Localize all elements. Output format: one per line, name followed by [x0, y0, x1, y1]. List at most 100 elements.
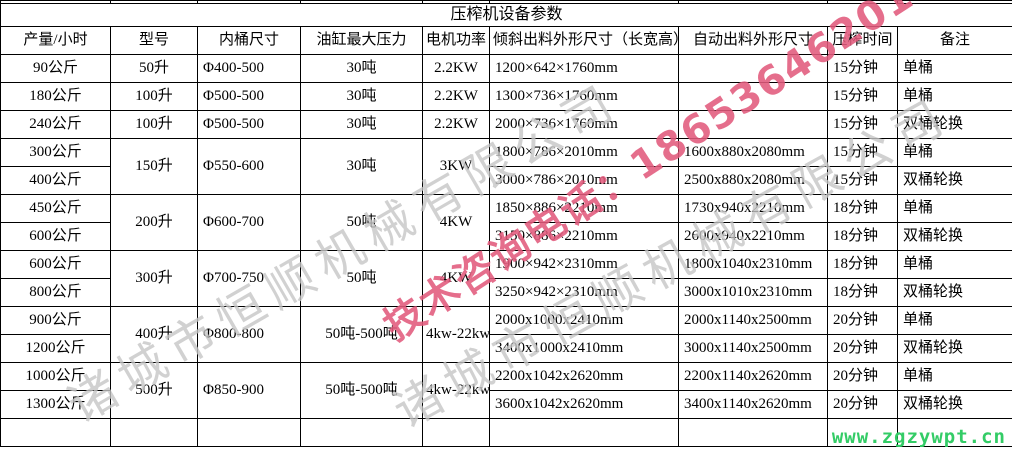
table-row	[0, 418, 1012, 447]
cell-capacity: 600公斤	[0, 222, 111, 251]
cell-capacity: 450公斤	[0, 194, 111, 223]
cell-power: 2.2KW	[422, 110, 490, 139]
cell-pressure: 30吨	[300, 82, 423, 111]
cell-note: 双桶轮换	[897, 222, 1012, 251]
cell-note: 双桶轮换	[897, 390, 1012, 419]
cell-model: 150升	[110, 138, 198, 195]
cell-pressure: 50吨-500吨	[300, 362, 423, 419]
cell-model: 200升	[110, 194, 198, 251]
table-title: 压榨机设备参数	[0, 3, 1012, 27]
cell-auto-size	[678, 418, 828, 447]
cell-time: 15分钟	[827, 82, 898, 111]
column-header: 倾斜出料外形尺寸（长宽高）	[489, 26, 679, 55]
cell-tilt-size: 2000×736×1760mm	[489, 110, 679, 139]
cell-barrel: Φ800-800	[197, 306, 301, 363]
cell-barrel	[197, 418, 301, 447]
cell-auto-size	[678, 110, 828, 139]
cell-tilt-size: 1800×786×2010mm	[489, 138, 679, 167]
cell-time: 15分钟	[827, 110, 898, 139]
cell-power: 4kw-22kw	[422, 362, 490, 419]
cell-auto-size	[678, 82, 828, 111]
cell-note: 双桶轮换	[897, 334, 1012, 363]
cell-time: 20分钟	[827, 390, 898, 419]
cell-auto-size: 2200x1140x2620mm	[678, 362, 828, 391]
cell-time: 18分钟	[827, 250, 898, 279]
table-row: 300公斤 150升 Φ550-600 30吨 3KW 1800×786×2010mm 16…	[0, 138, 1012, 195]
cell-tilt-size: 3250×942×2310mm	[489, 278, 679, 307]
cell-auto-size: 2500x880x2080mm	[678, 166, 828, 195]
cell-pressure: 30吨	[300, 54, 423, 83]
cell-power: 2.2KW	[422, 82, 490, 111]
cell-model	[110, 418, 198, 447]
cell-note: 单桶	[897, 54, 1012, 83]
cell-tilt-size	[489, 418, 679, 447]
cell-power: 4KW	[422, 250, 490, 307]
cell-barrel: Φ600-700	[197, 194, 301, 251]
table-row: 240公斤 100升 Φ500-500 30吨 2.2KW 2000×736×1760mm…	[0, 110, 1012, 139]
column-header: 压榨时间	[827, 26, 898, 55]
cell-time: 18分钟	[827, 278, 898, 307]
cell-capacity: 300公斤	[0, 138, 111, 167]
cell-pressure: 50吨	[300, 250, 423, 307]
cell-time: 15分钟	[827, 138, 898, 167]
cell-barrel: Φ500-500	[197, 82, 301, 111]
cell-capacity: 600公斤	[0, 250, 111, 279]
cell-time: 20分钟	[827, 306, 898, 335]
cell-barrel: Φ400-500	[197, 54, 301, 83]
cell-capacity: 240公斤	[0, 110, 111, 139]
table-row: 400公斤 3000×786×2010mm 2500x880x2080mm 15分钟双…	[0, 166, 1012, 195]
cell-model: 100升	[110, 82, 198, 111]
cell-power: 4kw-22kw	[422, 306, 490, 363]
cell-note	[897, 418, 1012, 447]
cell-tilt-size: 1850×886×2210mm	[489, 194, 679, 223]
cell-barrel: Φ500-500	[197, 110, 301, 139]
cell-model: 500升	[110, 362, 198, 419]
cell-barrel: Φ850-900	[197, 362, 301, 419]
column-header: 油缸最大压力	[300, 26, 423, 55]
cell-auto-size: 1800x1040x2310mm	[678, 250, 828, 279]
cell-tilt-size: 1200×642×1760mm	[489, 54, 679, 83]
cell-tilt-size: 3000×786×2010mm	[489, 166, 679, 195]
column-header: 产量/小时	[0, 26, 111, 55]
cell-capacity: 1300公斤	[0, 390, 111, 419]
cell-tilt-size: 1900×942×2310mm	[489, 250, 679, 279]
title-row: 压榨机设备参数	[0, 3, 1012, 27]
cell-note: 单桶	[897, 138, 1012, 167]
cell-tilt-size: 2000x1000x2410mm	[489, 306, 679, 335]
website-url-text: www.zgzywpt.cn	[831, 426, 1006, 448]
cell-pressure: 50吨-500吨	[300, 306, 423, 363]
cell-capacity	[0, 418, 111, 447]
cell-note: 单桶	[897, 362, 1012, 391]
cell-model: 400升	[110, 306, 198, 363]
cell-pressure: 30吨	[300, 138, 423, 195]
cell-model: 300升	[110, 250, 198, 307]
cell-tilt-size: 1300×736×1760mm	[489, 82, 679, 111]
cell-time: 20分钟	[827, 334, 898, 363]
cell-note: 双桶轮换	[897, 278, 1012, 307]
cell-auto-size: 3400x1140x2620mm	[678, 390, 828, 419]
cell-power: 2.2KW	[422, 54, 490, 83]
cell-pressure	[300, 418, 423, 447]
cell-capacity: 180公斤	[0, 82, 111, 111]
cell-capacity: 900公斤	[0, 306, 111, 335]
cell-auto-size: 3000x1140x2500mm	[678, 334, 828, 363]
cell-note: 单桶	[897, 306, 1012, 335]
cell-note: 双桶轮换	[897, 166, 1012, 195]
cell-note: 单桶	[897, 250, 1012, 279]
cell-time: 18分钟	[827, 194, 898, 223]
table-row: 1000公斤 500升 Φ850-900 50吨-500吨 4kw-22kw 2200x1…	[0, 362, 1012, 419]
cell-capacity: 800公斤	[0, 278, 111, 307]
cell-power: 3KW	[422, 138, 490, 195]
cell-capacity: 1000公斤	[0, 362, 111, 391]
cell-capacity: 1200公斤	[0, 334, 111, 363]
column-header: 备注	[897, 26, 1012, 55]
cell-tilt-size: 3600x1042x2620mm	[489, 390, 679, 419]
cell-tilt-size: 3150×886×2210mm	[489, 222, 679, 251]
column-header: 电机功率	[422, 26, 490, 55]
cell-auto-size: 1730x940x2210mm	[678, 194, 828, 223]
table-row: 90公斤 50升 Φ400-500 30吨 2.2KW 1200×642×1760mm 15…	[0, 54, 1012, 83]
cell-power	[422, 418, 490, 447]
cell-time: 18分钟	[827, 222, 898, 251]
